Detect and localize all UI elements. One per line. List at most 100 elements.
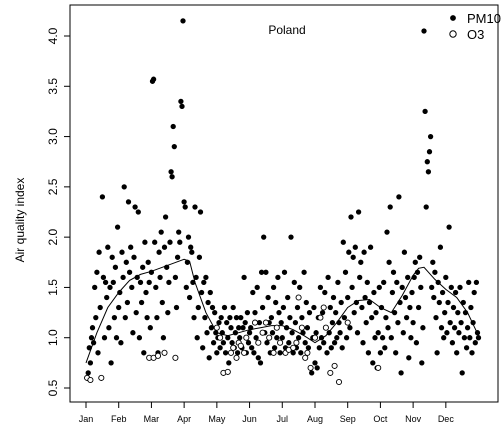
pm10-point	[418, 284, 424, 291]
pm10-point	[283, 325, 290, 331]
pm10-point	[93, 314, 99, 321]
pm10-point	[468, 304, 474, 311]
o3-point	[290, 344, 297, 351]
pm10-point	[180, 18, 186, 24]
y-tick-label: 1.0	[46, 329, 60, 346]
pm10-point	[270, 284, 277, 291]
pm10-point	[156, 249, 162, 255]
pm10-point	[229, 340, 235, 346]
pm10-point	[214, 350, 220, 356]
pm10-point	[241, 274, 247, 281]
pm10-point	[396, 194, 402, 200]
pm10-point	[342, 269, 349, 275]
pm10-point	[345, 294, 351, 301]
o3-point	[266, 334, 273, 341]
pm10-point	[431, 294, 437, 301]
pm10-point	[422, 108, 428, 115]
pm10-point	[421, 28, 427, 34]
o3-point	[251, 319, 259, 326]
pm10-point	[207, 289, 213, 296]
pm10-point	[120, 274, 126, 281]
pm10-point	[269, 330, 276, 336]
pm10-point	[159, 299, 165, 306]
x-tick-label: Jan	[79, 414, 94, 424]
o3-point	[241, 349, 248, 356]
pm10-point	[471, 289, 477, 296]
pm10-point	[445, 299, 451, 306]
pm10-point	[401, 249, 408, 255]
pm10-point	[373, 309, 379, 316]
y-tick-label: 4.0	[46, 27, 60, 44]
pm10-point	[338, 299, 344, 306]
pm10-point	[417, 254, 423, 260]
pm10-point	[313, 330, 319, 336]
pm10-point	[233, 314, 240, 321]
o3-point	[317, 314, 324, 321]
pm10-point	[292, 319, 299, 326]
pm10-point	[177, 239, 183, 245]
pm10-point	[376, 284, 382, 291]
pm10-point	[299, 314, 305, 321]
pm10-point	[389, 289, 396, 296]
pm10-point	[291, 279, 297, 286]
pm10-point	[88, 335, 95, 341]
pm10-point	[412, 259, 418, 265]
pm10-point	[411, 274, 417, 281]
pm10-point	[169, 174, 175, 180]
pm10-point	[97, 304, 103, 311]
pm10-point	[365, 350, 372, 356]
pm10-point	[145, 259, 151, 265]
pm10-point	[104, 294, 110, 301]
pm10-point	[188, 244, 194, 250]
pm10-point	[212, 309, 218, 316]
pm10-point	[250, 289, 256, 296]
pm10-point	[403, 314, 410, 321]
pm10-point	[191, 314, 197, 321]
pm10-point	[232, 330, 239, 336]
pm10-point	[455, 309, 461, 316]
pm10-point	[89, 325, 96, 331]
pm10-point	[364, 279, 370, 286]
pm10-point	[450, 304, 457, 311]
trend-line	[85, 258, 479, 364]
pm10-point	[426, 149, 433, 155]
o3-point	[298, 324, 305, 331]
pm10-point	[371, 289, 377, 296]
o3-point	[224, 368, 231, 375]
pm10-point	[379, 335, 386, 341]
x-axis: Jan Feb Mar Apr May Jun Jul Aug Sep Oct Nov Dec	[79, 402, 454, 424]
pm10-point	[190, 279, 196, 286]
pm10-point	[449, 340, 456, 346]
pm10-point	[218, 314, 224, 321]
pm10-point	[209, 304, 216, 311]
pm10-point	[329, 319, 336, 326]
pm10-point	[317, 284, 324, 291]
pm10-point	[117, 289, 123, 296]
y-tick-label: 2.5	[46, 178, 60, 195]
pm10-point	[443, 274, 449, 281]
pm10-point	[429, 284, 435, 291]
pm10-point	[101, 335, 108, 341]
pm10-point	[414, 269, 421, 275]
pm10-point	[335, 279, 341, 286]
pm10-point	[173, 304, 180, 311]
pm10-point	[466, 279, 472, 286]
pm10-point	[394, 279, 400, 286]
o3-point	[243, 334, 250, 341]
pm10-point	[439, 289, 446, 296]
pm10-point	[452, 289, 459, 296]
pm10-point	[138, 299, 145, 306]
legend-label-o3: O3	[467, 27, 484, 42]
pm10-point	[219, 330, 225, 336]
pm10-point	[340, 239, 346, 245]
o3-point	[304, 349, 311, 356]
pm10-point	[390, 269, 397, 275]
pm10-point	[261, 234, 267, 240]
pm10-point	[126, 269, 133, 275]
pm10-point	[444, 330, 450, 336]
o3-point	[87, 376, 94, 384]
pm10-point	[353, 299, 360, 306]
pm10-point	[457, 284, 463, 291]
pm10-point	[153, 284, 159, 291]
